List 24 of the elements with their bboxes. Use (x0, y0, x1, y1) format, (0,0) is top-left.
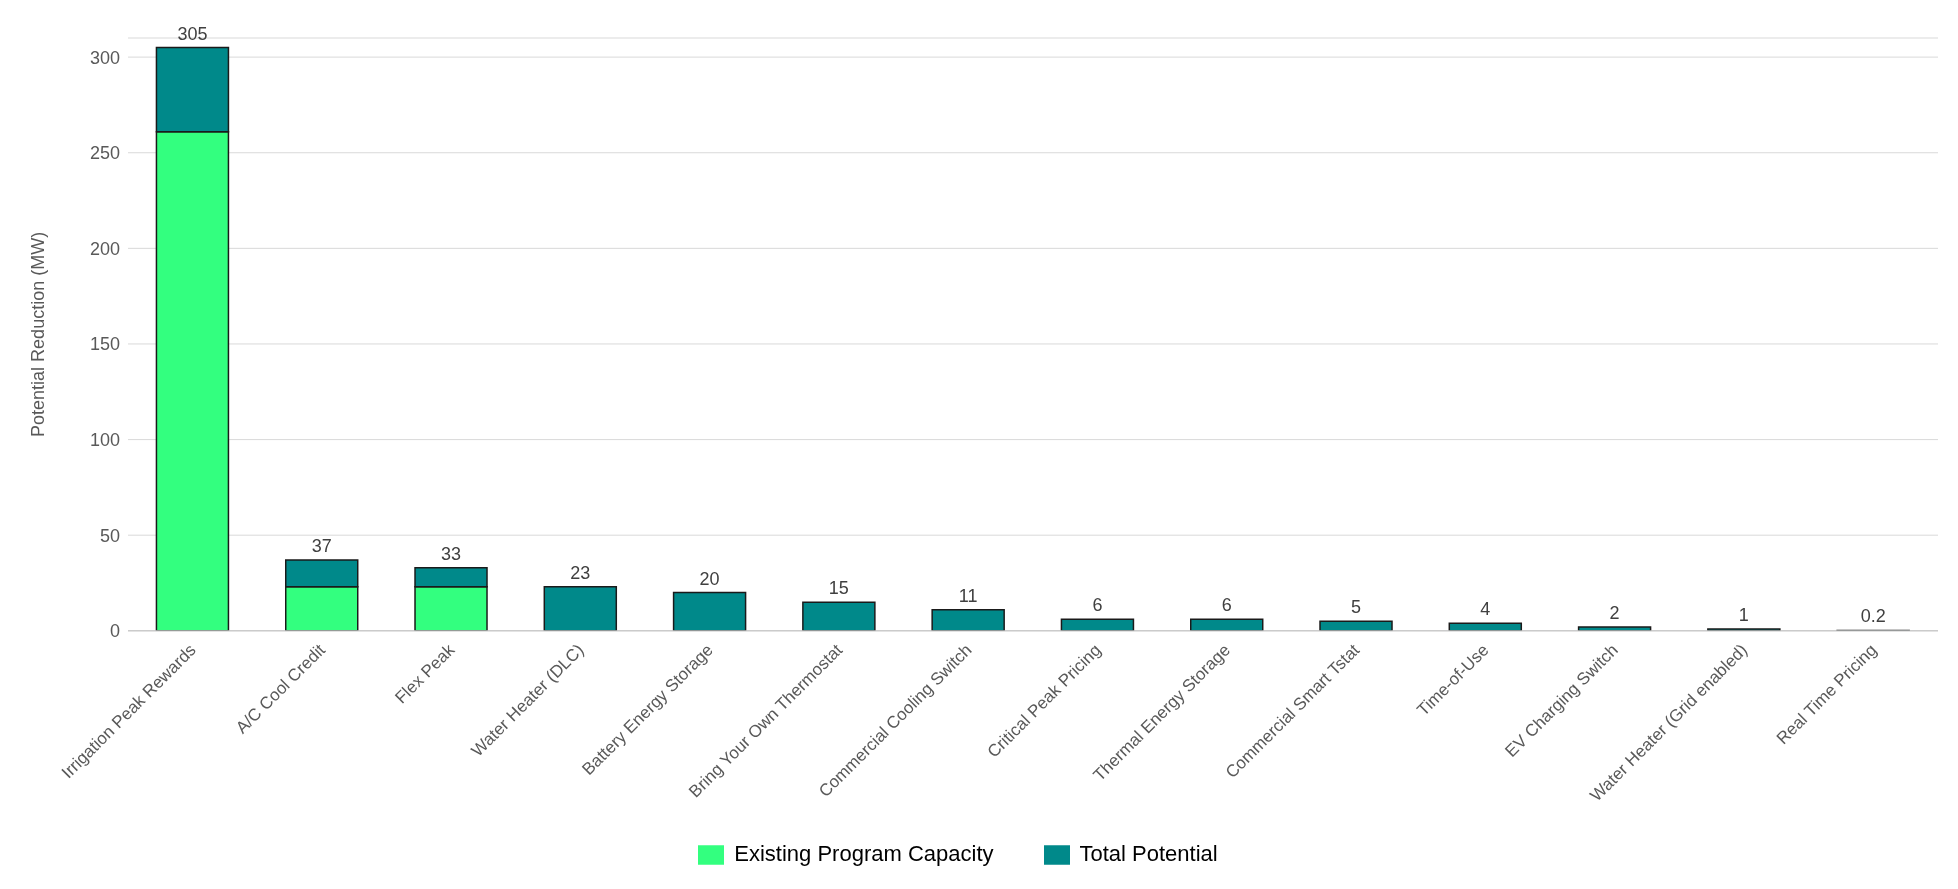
y-axis-title: Potential Reduction (MW) (28, 231, 49, 437)
y-tick-label: 150 (89, 334, 120, 355)
total-label: 1 (1738, 604, 1749, 625)
total-label: 33 (441, 543, 462, 564)
total-label: 305 (177, 23, 208, 44)
total-label: 2 (1609, 602, 1620, 623)
total-label: 15 (828, 578, 849, 599)
total-label: 6 (1092, 595, 1103, 616)
legend-label: Existing Program Capacity (734, 840, 994, 866)
total-label: 37 (311, 536, 332, 557)
y-tick-label: 300 (89, 47, 120, 68)
total-label: 20 (699, 568, 720, 589)
total-label: 6 (1221, 595, 1232, 616)
y-tick-label: 0 (109, 621, 120, 642)
y-tick-label: 50 (99, 525, 120, 546)
y-tick-label: 200 (89, 238, 120, 259)
total-label: 0.2 (1860, 606, 1886, 627)
total-label: 23 (570, 562, 591, 583)
total-label: 4 (1480, 599, 1491, 620)
y-tick-label: 100 (89, 429, 120, 450)
total-label: 5 (1351, 597, 1362, 618)
y-tick-label: 250 (89, 143, 120, 164)
total-label: 11 (958, 585, 978, 606)
legend-label: Total Potential (1079, 840, 1218, 866)
